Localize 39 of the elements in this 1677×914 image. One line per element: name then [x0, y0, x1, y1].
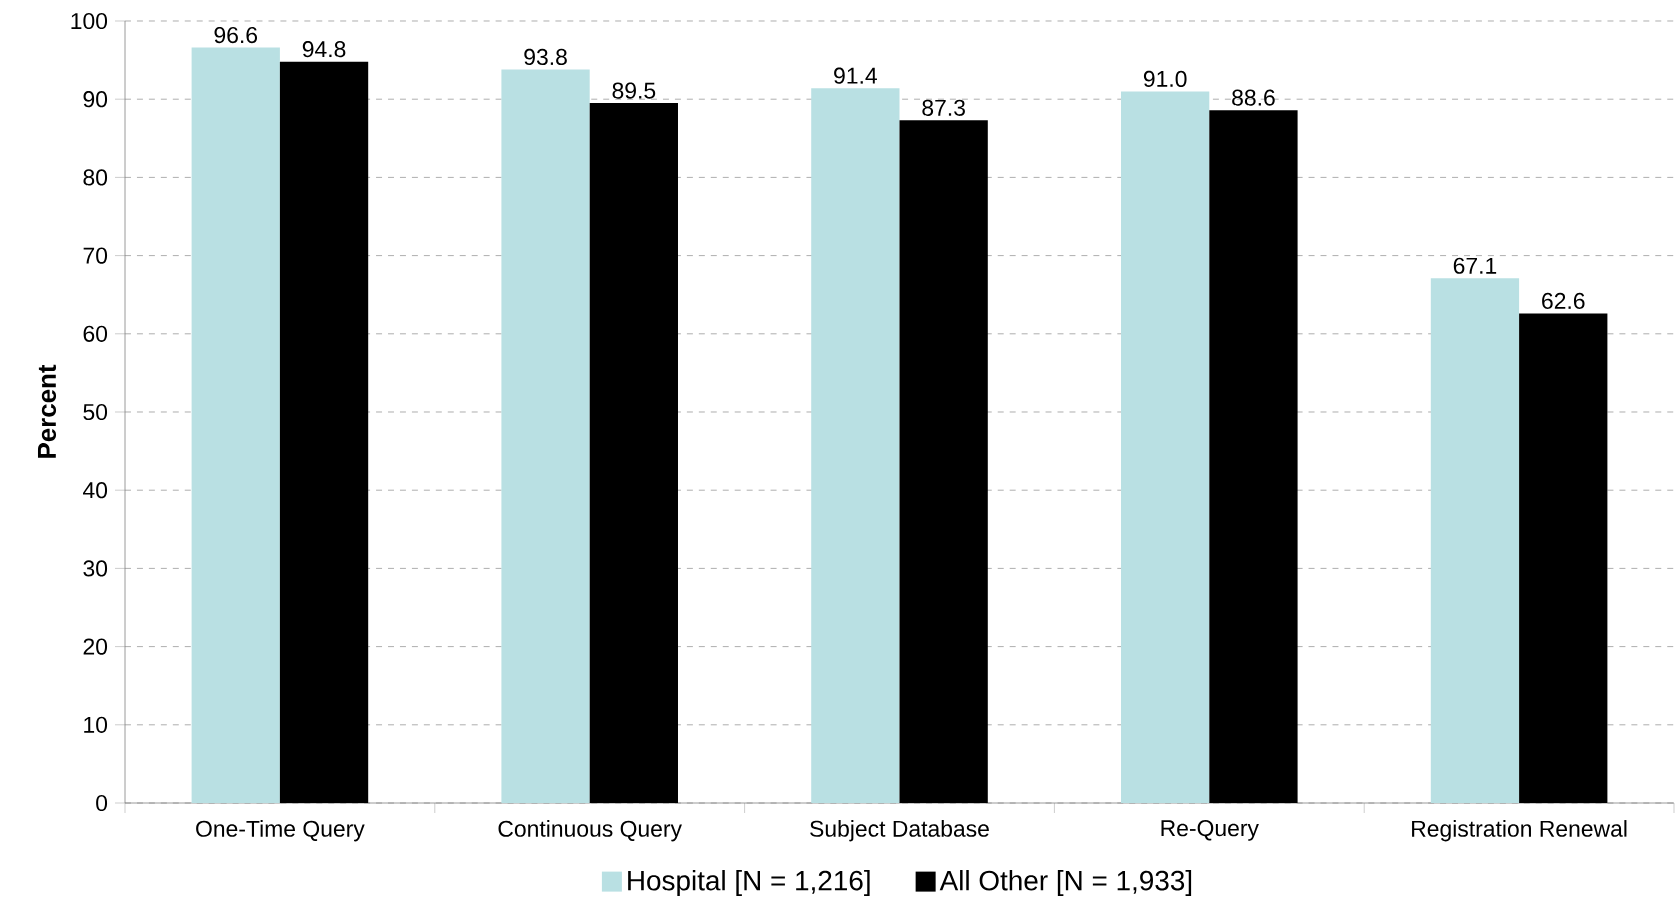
y-tick-label: 70 [83, 247, 108, 264]
y-axis-title: Percent [37, 364, 57, 458]
data-label: 89.5 [612, 82, 656, 99]
legend-label: All Other [N = 1,933] [939, 870, 1192, 897]
bar [1209, 110, 1298, 803]
y-tick-label: 80 [83, 169, 108, 186]
y-tick-label: 90 [83, 91, 108, 108]
data-label: 62.6 [1542, 292, 1585, 310]
y-tick-label: 30 [83, 560, 108, 577]
bar [191, 47, 280, 803]
legend-label: Hospital [N = 1,216] [628, 870, 870, 897]
data-label: 88.6 [1232, 89, 1275, 106]
bar [1519, 313, 1608, 803]
data-label: 87.3 [922, 99, 965, 116]
x-tick-label: Continuous Query [498, 820, 682, 842]
data-label: 96.6 [214, 26, 258, 44]
y-tick-label: 50 [83, 403, 108, 421]
x-tick-label: Registration Renewal [1412, 820, 1627, 842]
bar [811, 88, 900, 803]
x-tick-label: Re-Query [1161, 820, 1259, 841]
bar [1430, 278, 1520, 803]
data-label: 94.8 [302, 41, 346, 58]
y-tick-label: 100 [71, 12, 108, 30]
y-tick-label: 0 [96, 794, 108, 812]
bar [501, 69, 590, 803]
data-label: 93.8 [524, 48, 567, 66]
data-label: 91.0 [1143, 70, 1187, 87]
data-label: 91.4 [834, 67, 877, 84]
bar [1121, 91, 1210, 803]
bar [899, 120, 988, 803]
bar [279, 61, 369, 803]
bar [589, 103, 678, 803]
y-tick-label: 10 [84, 716, 108, 733]
x-tick-label: One-Time Query [196, 820, 365, 842]
x-tick-label: Subject Database [810, 820, 989, 842]
data-label: 67.1 [1453, 257, 1497, 274]
y-tick-label: 20 [83, 638, 108, 655]
y-tick-label: 60 [83, 325, 108, 342]
y-tick-label: 40 [83, 482, 108, 499]
